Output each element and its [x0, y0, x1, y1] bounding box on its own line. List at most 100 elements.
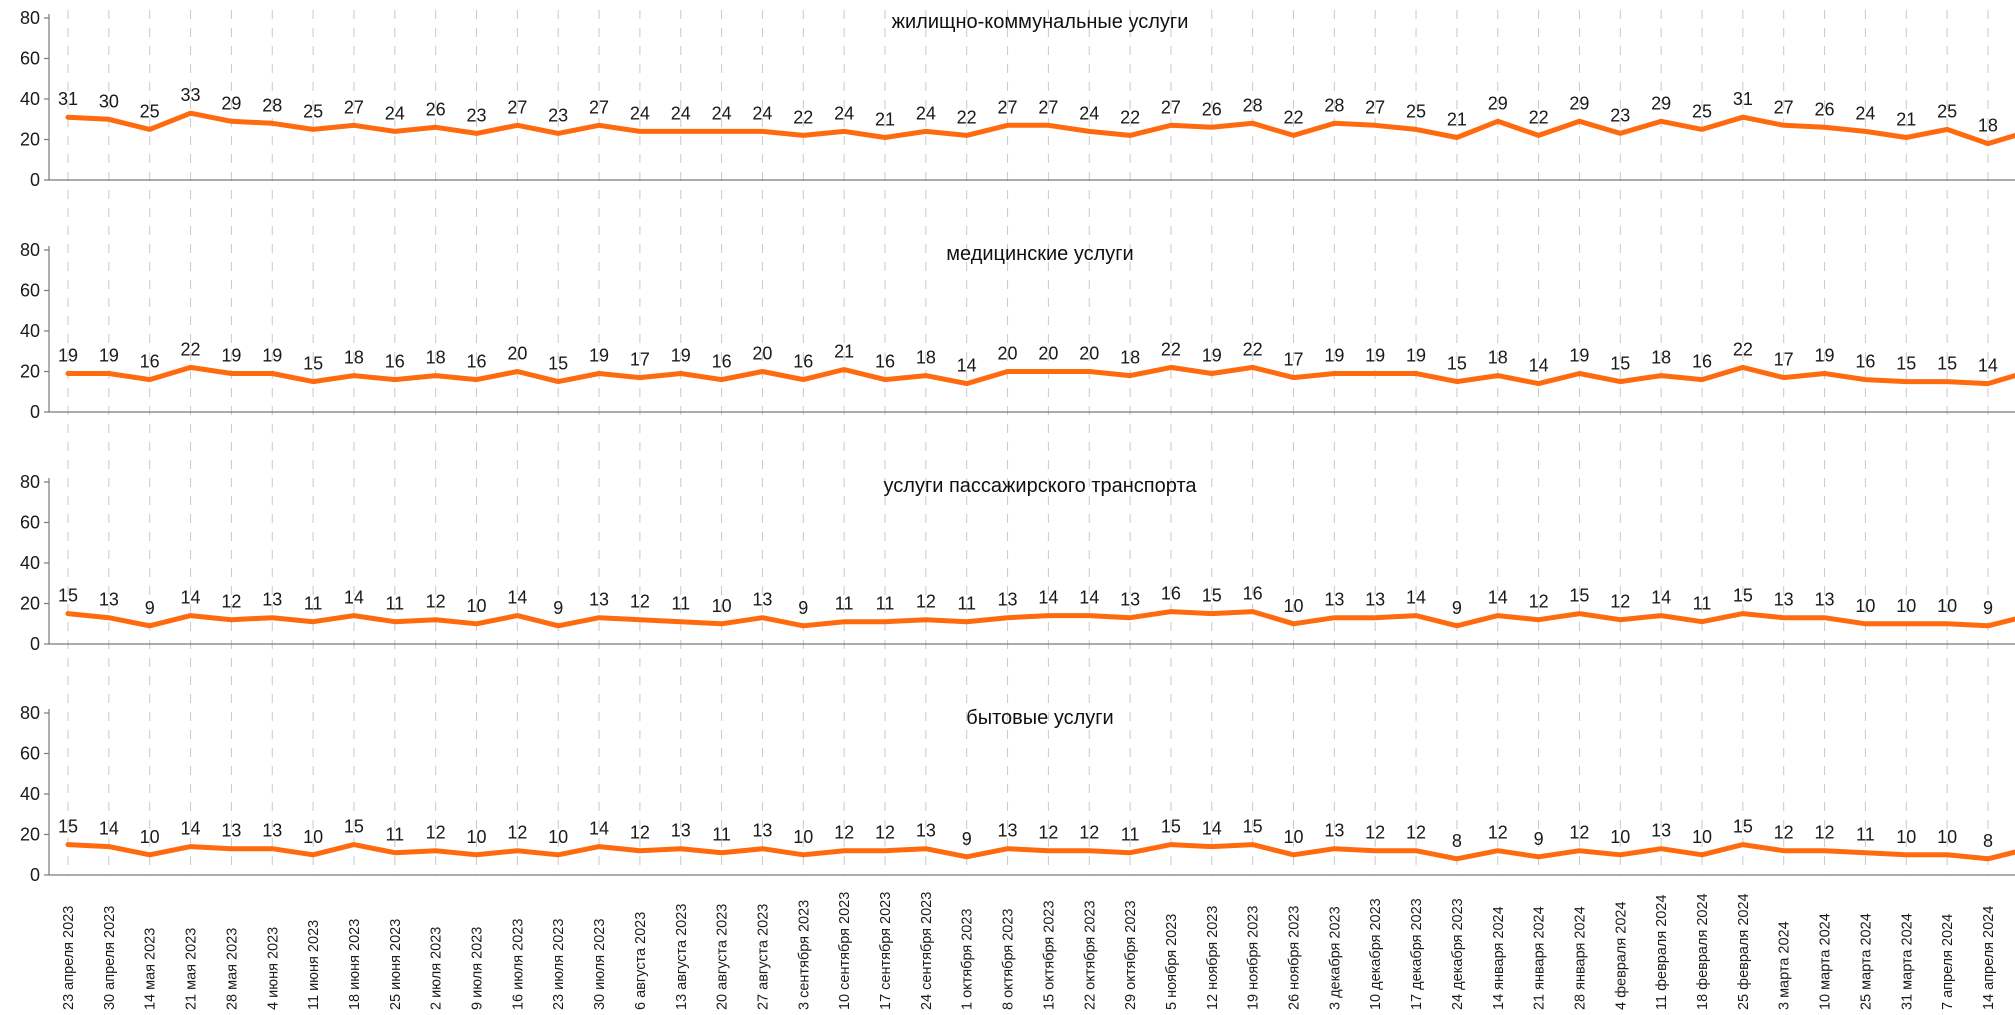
data-label: 29	[1569, 93, 1589, 113]
data-label: 19	[221, 346, 241, 366]
data-label: 16	[1855, 352, 1875, 372]
data-label: 10	[1937, 596, 1957, 616]
data-label: 27	[1161, 97, 1181, 117]
x-tick-label: 10 сентября 2023	[837, 892, 853, 1010]
data-label: 20	[507, 344, 527, 364]
data-label: 13	[752, 590, 772, 610]
data-label: 27	[1038, 97, 1058, 117]
data-label: 16	[1243, 584, 1263, 604]
data-label: 17	[630, 350, 650, 370]
y-tick-label: 0	[30, 865, 40, 885]
data-label: 17	[1774, 350, 1794, 370]
y-tick-label: 0	[30, 402, 40, 422]
x-tick-label: 18 июня 2023	[347, 919, 363, 1010]
data-label: 26	[1202, 99, 1222, 119]
x-tick-label: 19 ноября 2023	[1246, 906, 1262, 1010]
x-tick-label: 8 октября 2023	[1001, 908, 1017, 1010]
data-label: 19	[262, 346, 282, 366]
data-label: 27	[589, 97, 609, 117]
y-tick-label: 40	[20, 89, 40, 109]
data-label: 14	[589, 819, 609, 839]
data-label: 19	[58, 346, 78, 366]
data-label: 9	[962, 829, 972, 849]
data-label: 22	[1161, 339, 1181, 359]
data-label: 22	[1283, 107, 1303, 127]
y-tick-label: 40	[20, 553, 40, 573]
x-tick-label: 28 мая 2023	[224, 928, 240, 1010]
data-label: 13	[1815, 590, 1835, 610]
data-label: 10	[1896, 596, 1916, 616]
data-label: 15	[58, 817, 78, 837]
data-label: 9	[798, 598, 808, 618]
data-label: 16	[140, 352, 160, 372]
data-label: 13	[1324, 590, 1344, 610]
data-label: 26	[426, 99, 446, 119]
data-label: 19	[589, 346, 609, 366]
x-tick-label: 2 июля 2023	[429, 927, 445, 1010]
data-label: 12	[1610, 592, 1630, 612]
data-label: 22	[1529, 107, 1549, 127]
data-label: 14	[957, 356, 977, 376]
data-label: 10	[712, 596, 732, 616]
data-label: 12	[507, 823, 527, 843]
data-label: 12	[1079, 823, 1099, 843]
data-label: 9	[553, 598, 563, 618]
data-label: 14	[1651, 588, 1671, 608]
data-label: 27	[1774, 97, 1794, 117]
data-label: 13	[998, 590, 1018, 610]
data-label: 31	[58, 89, 78, 109]
x-tick-label: 3 марта 2024	[1777, 921, 1793, 1010]
data-label: 33	[181, 85, 201, 105]
x-tick-label: 11 февраля 2024	[1654, 894, 1670, 1010]
data-label: 23	[466, 105, 486, 125]
data-label: 25	[1937, 101, 1957, 121]
data-label: 29	[221, 93, 241, 113]
y-tick-label: 20	[20, 594, 40, 614]
y-tick-label: 0	[30, 634, 40, 654]
data-label: 14	[99, 819, 119, 839]
data-label: 14	[1038, 588, 1058, 608]
data-label: 11	[876, 594, 895, 614]
x-tick-label: 17 сентября 2023	[878, 892, 894, 1010]
data-label: 22	[793, 107, 813, 127]
x-tick-label: 20 августа 2023	[715, 904, 731, 1010]
data-label: 8	[1452, 831, 1462, 851]
x-tick-label: 14 мая 2023	[143, 928, 159, 1010]
data-label: 12	[875, 823, 895, 843]
data-label: 16	[875, 352, 895, 372]
x-tick-label: 10 марта 2024	[1818, 913, 1834, 1010]
data-label: 13	[1365, 590, 1385, 610]
data-label: 18	[1120, 348, 1140, 368]
y-tick-label: 60	[20, 513, 40, 533]
data-label: 14	[1529, 356, 1549, 376]
data-label: 23	[1610, 105, 1630, 125]
data-label: 24	[1079, 103, 1099, 123]
data-label: 21	[875, 109, 895, 129]
data-label: 20	[1079, 344, 1099, 364]
data-label: 15	[1202, 586, 1222, 606]
data-label: 18	[344, 348, 364, 368]
data-label: 12	[1365, 823, 1385, 843]
x-tick-label: 3 декабря 2023	[1327, 906, 1343, 1010]
data-label: 11	[1856, 825, 1875, 845]
data-label: 8	[1983, 831, 1993, 851]
data-label: 16	[385, 352, 405, 372]
y-tick-label: 60	[20, 744, 40, 764]
x-tick-label: 27 августа 2023	[755, 904, 771, 1010]
data-label: 14	[181, 819, 201, 839]
y-tick-label: 60	[20, 49, 40, 69]
data-label: 13	[1774, 590, 1794, 610]
data-label: 16	[1692, 352, 1712, 372]
data-label: 12	[1529, 592, 1549, 612]
data-label: 15	[548, 354, 568, 374]
data-label: 25	[1406, 101, 1426, 121]
x-tick-label: 31 марта 2024	[1899, 913, 1915, 1010]
data-label: 27	[998, 97, 1018, 117]
data-label: 13	[998, 821, 1018, 841]
data-label: 15	[344, 817, 364, 837]
data-label: 24	[752, 103, 772, 123]
data-label: 14	[1488, 588, 1508, 608]
data-label: 13	[99, 590, 119, 610]
data-label: 27	[344, 97, 364, 117]
data-label: 11	[835, 594, 854, 614]
